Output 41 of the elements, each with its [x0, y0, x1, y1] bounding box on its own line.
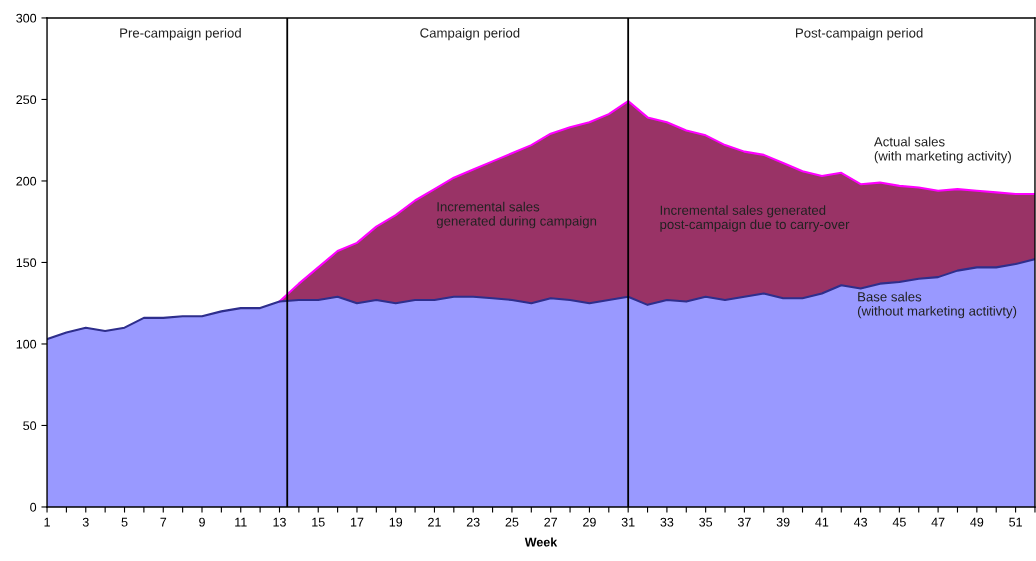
- x-tick-label: 39: [776, 517, 790, 527]
- x-tick-label: 45: [892, 517, 906, 527]
- x-tick-label: 11: [235, 517, 247, 527]
- y-tick-label: 250: [16, 95, 37, 105]
- x-tick-label: 47: [931, 517, 945, 527]
- x-tick-label: 41: [815, 517, 829, 527]
- x-tick-label: 33: [660, 517, 674, 527]
- y-tick-label: 100: [16, 339, 37, 349]
- x-tick-label: 23: [466, 517, 480, 527]
- series-label: Actual sales (with marketing activity): [873, 136, 1011, 164]
- annotation: Incremental sales generated during campaign: [436, 201, 597, 229]
- y-tick-label: 200: [16, 176, 37, 186]
- x-tick-label: 37: [737, 517, 751, 527]
- x-tick-label: 49: [970, 517, 984, 527]
- series-label: Base sales (without marketing actitivty): [857, 291, 1017, 319]
- x-tick-label: 29: [583, 517, 596, 527]
- y-tick-label: 50: [23, 421, 37, 431]
- x-tick-label: 15: [312, 517, 325, 527]
- annotation: Pre-campaign period: [120, 27, 241, 41]
- annotation: Incremental sales generated post-campaign due to carry-over: [660, 205, 850, 232]
- x-axis-title: Week: [524, 537, 558, 547]
- x-tick-label: 25: [505, 517, 519, 527]
- x-tick-label: 3: [82, 517, 89, 527]
- annotation: Post-campaign period: [796, 27, 923, 41]
- y-tick-label: 0: [30, 502, 37, 512]
- x-tick-label: 31: [621, 517, 635, 527]
- x-tick-label: 17: [350, 517, 364, 527]
- x-tick-label: 7: [160, 517, 167, 527]
- x-tick-label: 1: [44, 517, 50, 527]
- x-tick-label: 19: [389, 517, 403, 527]
- x-tick-label: 27: [544, 517, 558, 527]
- x-tick-label: 5: [121, 517, 128, 527]
- x-tick-label: 43: [853, 517, 868, 527]
- x-tick-label: 21: [428, 517, 441, 527]
- x-tick-label: 13: [273, 517, 286, 527]
- x-tick-label: 35: [699, 517, 713, 527]
- annotation: Campaign period: [420, 27, 520, 41]
- y-tick-label: 300: [16, 13, 37, 23]
- x-tick-label: 9: [199, 517, 205, 527]
- y-tick-label: 150: [16, 258, 37, 268]
- x-tick-label: 51: [1009, 517, 1022, 527]
